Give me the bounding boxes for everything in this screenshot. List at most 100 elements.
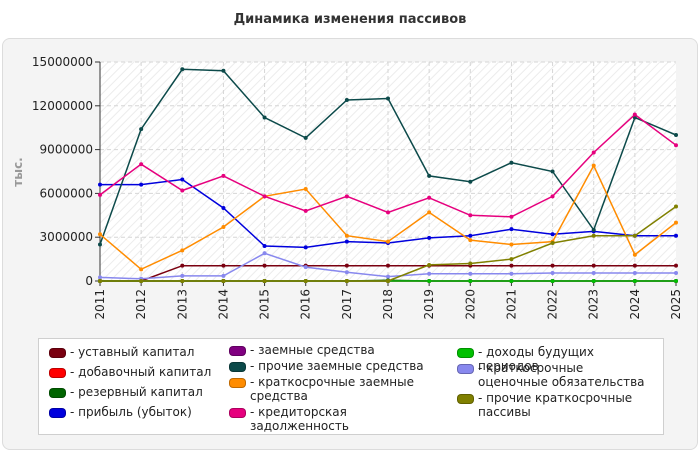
data-point — [509, 214, 514, 219]
data-point — [180, 177, 185, 182]
x-tick-label: 2018 — [381, 289, 395, 320]
data-point — [262, 115, 267, 120]
data-point — [139, 279, 144, 283]
data-point — [386, 263, 390, 268]
data-point — [550, 263, 555, 268]
legend-item: - добавочный капитал — [49, 365, 263, 379]
legend-label: - прочие заемные средства — [250, 359, 424, 373]
data-point — [468, 238, 473, 243]
legend-swatch — [49, 408, 66, 418]
legend-item: - краткосрочные заемные средства — [229, 375, 443, 403]
x-tick-label: 2019 — [422, 289, 436, 320]
data-point — [550, 169, 555, 174]
data-point — [509, 257, 514, 262]
x-tick-label: 2015 — [258, 289, 272, 320]
data-point — [674, 279, 678, 283]
y-tick-label: 3000000 — [40, 230, 93, 244]
legend-item: - кредиторская задолженность — [229, 405, 443, 433]
data-point — [427, 210, 432, 215]
data-point — [550, 270, 555, 275]
legend-label: - прибыль (убыток) — [70, 405, 192, 419]
legend-item: - прочие заемные средства — [229, 359, 443, 373]
y-axis-label: тыс. — [11, 157, 25, 186]
legend-label: - доходы будущих периодов — [478, 345, 594, 373]
data-point — [632, 252, 637, 257]
legend-swatch — [229, 378, 246, 388]
legend-swatch — [49, 368, 66, 378]
data-point — [550, 232, 555, 237]
data-point — [303, 279, 308, 283]
data-point — [386, 239, 390, 244]
data-point — [344, 263, 349, 268]
data-point — [386, 274, 390, 279]
data-point — [303, 135, 308, 140]
data-point — [180, 188, 185, 193]
y-tick-label: 0 — [85, 274, 93, 288]
x-tick-label: 2023 — [587, 289, 601, 320]
data-point — [262, 251, 267, 256]
data-point — [221, 173, 226, 178]
data-point — [509, 263, 514, 268]
data-point — [344, 279, 349, 283]
legend-item: - резервный капитал — [49, 385, 263, 399]
data-point — [674, 220, 678, 225]
data-point — [180, 279, 185, 283]
data-point — [386, 210, 390, 215]
data-point — [591, 227, 596, 232]
data-point — [468, 213, 473, 218]
data-point — [509, 227, 514, 232]
y-tick-label: 15000000 — [32, 55, 93, 69]
legend-label: - добавочный капитал — [70, 365, 212, 379]
data-point — [221, 224, 226, 229]
data-point — [344, 97, 349, 102]
data-point — [674, 133, 678, 137]
data-point — [98, 279, 102, 283]
data-point — [139, 127, 144, 132]
data-point — [262, 279, 267, 283]
x-tick-label: 2022 — [546, 289, 560, 320]
data-point — [221, 206, 226, 210]
data-point — [386, 96, 390, 101]
data-point — [344, 194, 349, 199]
data-point — [674, 270, 678, 275]
data-point — [632, 270, 637, 275]
data-point — [262, 194, 267, 199]
data-point — [221, 273, 226, 278]
x-tick-label: 2021 — [504, 289, 518, 320]
data-point — [550, 194, 555, 199]
data-point — [509, 271, 514, 276]
data-point — [427, 195, 432, 200]
legend-label: - резервный капитал — [70, 385, 203, 399]
legend-label: - уставный капитал — [70, 345, 195, 359]
x-tick-label: 2017 — [340, 289, 354, 320]
data-point — [509, 242, 514, 247]
data-point — [303, 245, 308, 250]
data-point — [468, 179, 473, 184]
data-point — [468, 233, 473, 238]
data-point — [180, 248, 185, 253]
legend-label: - краткосрочные заемные средства — [250, 375, 414, 403]
data-point — [509, 279, 514, 283]
data-point — [262, 263, 267, 268]
data-point — [221, 68, 226, 73]
data-point — [427, 279, 432, 283]
legend-item: - прибыль (убыток) — [49, 405, 263, 419]
legend-item: - прочие краткосрочные пассивы — [457, 391, 653, 419]
data-point — [221, 263, 226, 268]
legend-label: - краткосрочные оценочные обязательства — [478, 361, 645, 389]
legend-swatch — [229, 362, 246, 372]
chart-legend: - уставный капитал - добавочный капитал - … — [38, 338, 664, 435]
data-point — [139, 267, 144, 272]
legend-item: - доходы будущих периодов — [457, 345, 653, 373]
x-tick-label: 2014 — [216, 289, 230, 320]
legend-item: - краткосрочные оценочные обязательства — [457, 361, 653, 389]
data-point — [180, 67, 185, 72]
data-point — [344, 270, 349, 275]
data-point — [674, 143, 678, 148]
data-point — [427, 173, 432, 178]
data-point — [591, 150, 596, 155]
y-tick-label: 6000000 — [40, 186, 93, 200]
legend-label: - заемные средства — [250, 343, 375, 357]
data-point — [139, 182, 144, 187]
data-point — [468, 261, 473, 266]
